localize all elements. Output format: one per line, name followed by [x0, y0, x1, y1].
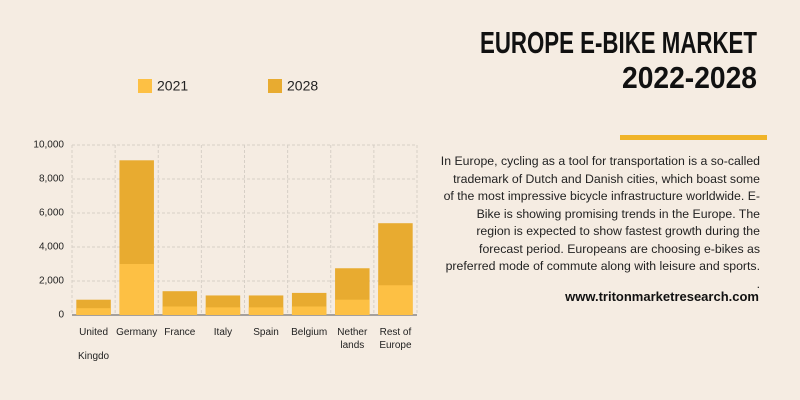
title-line: EUROPE E-BIKE MARKET — [480, 25, 757, 60]
description: In Europe, cycling as a tool for transpo… — [440, 154, 760, 291]
bar — [291, 306, 327, 315]
bar — [76, 308, 111, 315]
x-tick-label: France — [164, 327, 196, 338]
bar — [335, 299, 370, 315]
bar — [248, 307, 284, 315]
x-tick-label: United Kingdo — [78, 327, 110, 362]
website: www.tritonmarketresearch.com — [565, 289, 759, 304]
y-tick-label: 2,000 — [39, 276, 64, 287]
x-tick-label: Belgium — [291, 327, 327, 338]
accent-bar — [620, 135, 767, 140]
y-tick-label: 10,000 — [33, 140, 64, 151]
y-tick-label: 0 — [58, 310, 64, 321]
legend-label: 2021 — [157, 78, 188, 94]
x-tick-label: Nether lands — [337, 327, 368, 351]
x-tick-label: Germany — [116, 327, 157, 338]
x-tick-label: Italy — [214, 327, 232, 338]
bar — [162, 306, 198, 315]
bar — [119, 264, 154, 315]
legend-swatch — [138, 79, 152, 93]
legend-swatch — [268, 79, 282, 93]
bar — [378, 285, 413, 315]
x-tick-label: Rest of Europe — [379, 327, 412, 351]
legend-label: 2028 — [287, 78, 318, 94]
y-tick-label: 4,000 — [39, 242, 64, 253]
x-tick-label: Spain — [253, 327, 279, 338]
y-tick-label: 8,000 — [39, 174, 64, 185]
title-line: 2022-2028 — [622, 60, 757, 95]
y-tick-label: 6,000 — [39, 208, 64, 219]
bar — [205, 307, 241, 315]
